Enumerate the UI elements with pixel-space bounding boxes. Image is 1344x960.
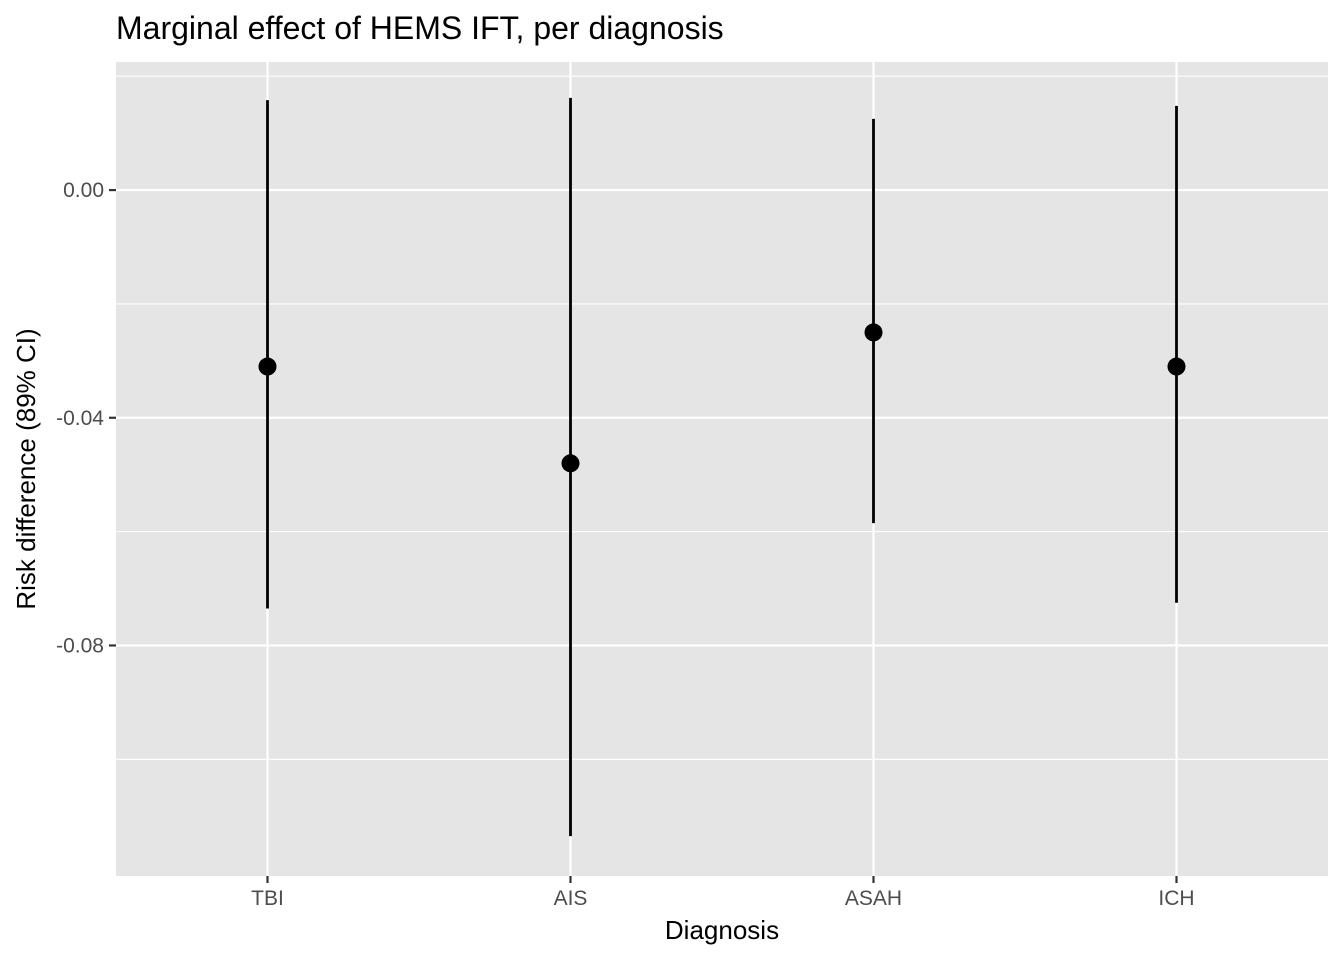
point-asah: [864, 323, 883, 342]
x-tick-label: ICH: [1158, 887, 1194, 910]
plot-panel: [116, 62, 1328, 876]
x-tick-label: TBI: [251, 887, 284, 910]
x-tick-label: AIS: [554, 887, 588, 910]
point-tbi: [258, 357, 277, 376]
y-tick-label: -0.08: [56, 634, 104, 657]
point-ais: [561, 454, 580, 473]
y-axis: 0.00 -0.04 -0.08: [56, 179, 116, 657]
x-axis: TBI AIS ASAH ICH: [251, 876, 1195, 910]
y-axis-title: Risk difference (89% CI): [11, 328, 41, 609]
minor-gridlines: [116, 75, 1328, 760]
x-tick-label: ASAH: [845, 887, 902, 910]
chart-title: Marginal effect of HEMS IFT, per diagnos…: [116, 10, 724, 46]
point-ich: [1167, 357, 1186, 376]
y-tick-label: 0.00: [63, 179, 104, 202]
estimate-points: [258, 323, 1186, 473]
x-axis-title: Diagnosis: [665, 915, 779, 945]
y-tick-label: -0.04: [56, 407, 104, 430]
